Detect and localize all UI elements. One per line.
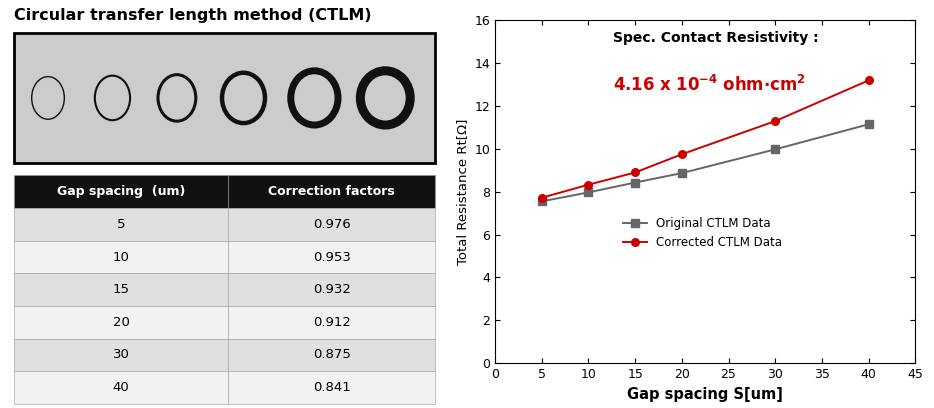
FancyBboxPatch shape <box>14 273 229 306</box>
Text: 20: 20 <box>113 316 130 329</box>
FancyBboxPatch shape <box>14 241 229 273</box>
Text: Correction factors: Correction factors <box>268 185 395 198</box>
Corrected CTLM Data <box>630 170 641 175</box>
Text: Circular transfer length method (CTLM): Circular transfer length method (CTLM) <box>14 8 371 23</box>
FancyBboxPatch shape <box>229 175 434 208</box>
Text: 0.932: 0.932 <box>313 283 350 296</box>
Text: 30: 30 <box>113 348 130 361</box>
Text: $\mathbf{4.16\ x\ 10^{-4}\ ohm{\cdot}cm^{2}}$: $\mathbf{4.16\ x\ 10^{-4}\ ohm{\cdot}cm^… <box>613 75 805 95</box>
Text: Spec. Contact Resistivity :: Spec. Contact Resistivity : <box>613 31 818 45</box>
Y-axis label: Total Resistance Rt[Ω]: Total Resistance Rt[Ω] <box>456 119 469 265</box>
Corrected CTLM Data <box>863 78 874 83</box>
Line: Corrected CTLM Data: Corrected CTLM Data <box>538 77 872 202</box>
X-axis label: Gap spacing S[um]: Gap spacing S[um] <box>628 386 783 401</box>
FancyBboxPatch shape <box>14 306 229 339</box>
FancyBboxPatch shape <box>14 33 434 163</box>
Corrected CTLM Data <box>676 152 687 157</box>
FancyBboxPatch shape <box>14 371 229 404</box>
Text: 0.953: 0.953 <box>313 251 350 264</box>
FancyBboxPatch shape <box>229 273 434 306</box>
Text: 0.841: 0.841 <box>313 381 350 394</box>
FancyBboxPatch shape <box>229 241 434 273</box>
FancyBboxPatch shape <box>14 339 229 371</box>
Legend: Original CTLM Data, Corrected CTLM Data: Original CTLM Data, Corrected CTLM Data <box>618 212 787 253</box>
Corrected CTLM Data <box>536 195 547 200</box>
FancyBboxPatch shape <box>14 208 229 241</box>
Line: Original CTLM Data: Original CTLM Data <box>538 120 872 205</box>
FancyBboxPatch shape <box>14 175 229 208</box>
Text: 0.976: 0.976 <box>313 218 350 231</box>
FancyBboxPatch shape <box>229 339 434 371</box>
Original CTLM Data <box>676 171 687 175</box>
Text: 5: 5 <box>117 218 125 231</box>
Text: 0.875: 0.875 <box>313 348 350 361</box>
Original CTLM Data <box>583 190 594 195</box>
Text: 10: 10 <box>113 251 130 264</box>
FancyBboxPatch shape <box>229 371 434 404</box>
Text: Gap spacing  (um): Gap spacing (um) <box>57 185 185 198</box>
Original CTLM Data <box>630 180 641 185</box>
Original CTLM Data <box>770 147 781 152</box>
Text: 15: 15 <box>112 283 130 296</box>
Text: 40: 40 <box>113 381 130 394</box>
Text: 0.912: 0.912 <box>313 316 350 329</box>
FancyBboxPatch shape <box>229 306 434 339</box>
Corrected CTLM Data <box>583 182 594 187</box>
Original CTLM Data <box>536 199 547 204</box>
Corrected CTLM Data <box>770 119 781 124</box>
Original CTLM Data <box>863 122 874 127</box>
FancyBboxPatch shape <box>229 208 434 241</box>
